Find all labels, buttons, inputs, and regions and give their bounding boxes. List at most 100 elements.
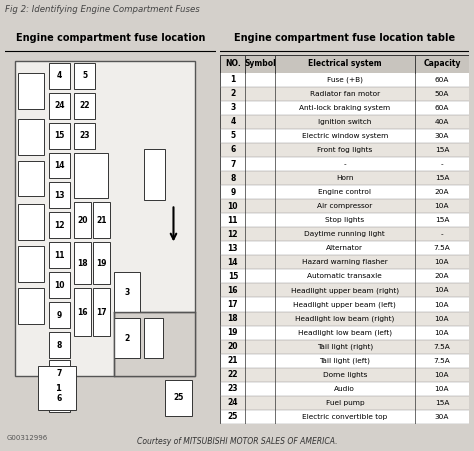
Text: 12: 12 [228, 230, 238, 239]
Text: 3: 3 [230, 103, 236, 112]
Bar [18, 161, 44, 197]
Text: 23: 23 [80, 131, 90, 140]
Text: 15: 15 [228, 272, 238, 281]
Bar [93, 288, 110, 336]
Bar [220, 227, 469, 241]
Text: 30A: 30A [435, 133, 449, 139]
Text: 15A: 15A [435, 217, 449, 223]
Bar [74, 123, 95, 148]
Text: Electric window system: Electric window system [301, 133, 388, 139]
Bar [49, 360, 70, 386]
Bar [18, 288, 44, 324]
Text: Courtesy of MITSUBISHI MOTOR SALES OF AMERICA.: Courtesy of MITSUBISHI MOTOR SALES OF AM… [137, 437, 337, 446]
Text: 10A: 10A [435, 386, 449, 392]
Text: 10A: 10A [435, 316, 449, 322]
Text: 10A: 10A [435, 302, 449, 308]
Text: 9: 9 [230, 188, 236, 197]
Text: 17: 17 [228, 300, 238, 309]
Bar [144, 318, 163, 358]
Text: 14: 14 [228, 258, 238, 267]
Bar [220, 368, 469, 382]
Text: 60A: 60A [435, 105, 449, 111]
Text: Air compressor: Air compressor [317, 203, 373, 209]
Text: 16: 16 [78, 308, 88, 317]
Text: 12: 12 [55, 221, 65, 230]
Bar [220, 283, 469, 298]
Text: Daytime running light: Daytime running light [304, 231, 385, 237]
Text: 21: 21 [97, 216, 107, 225]
Text: 11: 11 [228, 216, 238, 225]
Bar [220, 143, 469, 157]
Bar [220, 101, 469, 115]
Bar [220, 87, 469, 101]
Text: 10: 10 [228, 202, 238, 211]
Text: Capacity: Capacity [423, 59, 461, 68]
Text: 7.5A: 7.5A [434, 358, 450, 364]
Text: 14: 14 [55, 161, 65, 170]
Text: 15A: 15A [435, 175, 449, 181]
Text: 24: 24 [55, 101, 65, 110]
Text: 30A: 30A [435, 414, 449, 420]
Text: 9: 9 [57, 311, 62, 320]
Text: -: - [440, 161, 443, 167]
Bar [49, 332, 70, 358]
Text: 5: 5 [230, 131, 236, 140]
Text: 15A: 15A [435, 147, 449, 153]
Bar [220, 312, 469, 326]
Text: 7.5A: 7.5A [434, 344, 450, 350]
Bar [165, 380, 192, 416]
Bar [49, 123, 70, 148]
Text: 11: 11 [55, 251, 65, 260]
Text: -: - [440, 231, 443, 237]
Bar [49, 242, 70, 268]
Text: Alternator: Alternator [326, 245, 364, 251]
Text: 20: 20 [228, 342, 238, 351]
Text: 2: 2 [230, 89, 236, 98]
Text: Engine control: Engine control [319, 189, 371, 195]
Bar [74, 92, 95, 119]
Text: NO.: NO. [225, 59, 241, 68]
Bar [220, 185, 469, 199]
Text: 8: 8 [57, 341, 62, 350]
Bar [220, 213, 469, 227]
Text: 60A: 60A [435, 77, 449, 83]
Bar [220, 115, 469, 129]
Text: Headlight low beam (right): Headlight low beam (right) [295, 315, 394, 322]
Bar [49, 152, 70, 179]
Text: 21: 21 [228, 356, 238, 365]
Bar [49, 212, 70, 238]
Text: 22: 22 [228, 370, 238, 379]
Bar [220, 326, 469, 340]
Bar [220, 410, 469, 424]
Text: 4: 4 [230, 117, 236, 126]
Bar [220, 340, 469, 354]
Text: 17: 17 [96, 308, 107, 317]
Text: Stop lights: Stop lights [325, 217, 365, 223]
Bar [220, 157, 469, 171]
Text: 2: 2 [125, 334, 130, 343]
Bar [220, 199, 469, 213]
Bar [220, 269, 469, 283]
Bar [49, 386, 70, 412]
Text: Hazard warning flasher: Hazard warning flasher [302, 259, 388, 265]
Text: Fig 2: Identifying Engine Compartment Fuses: Fig 2: Identifying Engine Compartment Fu… [5, 5, 200, 14]
Bar [18, 73, 44, 109]
Bar [49, 272, 70, 298]
Text: 10A: 10A [435, 259, 449, 265]
Bar [220, 73, 469, 87]
Text: 18: 18 [228, 314, 238, 323]
Text: Ignition switch: Ignition switch [318, 119, 372, 125]
Bar [74, 242, 91, 284]
Text: Engine compartment fuse location table: Engine compartment fuse location table [234, 33, 456, 43]
Text: Anti-lock braking system: Anti-lock braking system [299, 105, 391, 111]
Text: 1: 1 [55, 383, 60, 392]
Text: 19: 19 [228, 328, 238, 337]
Text: Symbol: Symbol [245, 59, 276, 68]
Text: 13: 13 [228, 244, 238, 253]
Text: Tail light (left): Tail light (left) [319, 358, 370, 364]
Text: 5: 5 [82, 71, 88, 80]
Text: Fuse (+B): Fuse (+B) [327, 77, 363, 83]
Text: 8: 8 [230, 174, 236, 183]
Text: 10A: 10A [435, 203, 449, 209]
Polygon shape [114, 312, 195, 376]
